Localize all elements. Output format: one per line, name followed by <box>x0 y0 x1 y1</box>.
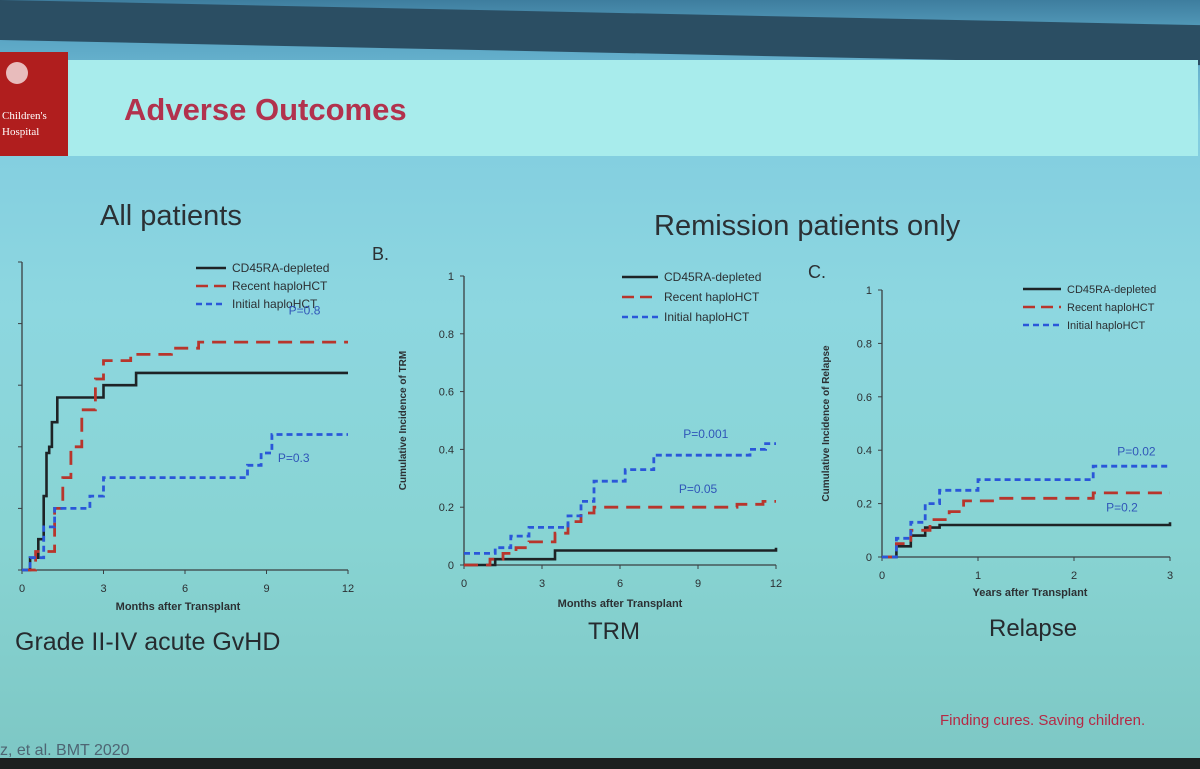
chart-a-x-tick-label: 6 <box>182 583 188 595</box>
panel-c-letter: C. <box>808 262 826 282</box>
child-silhouette-icon <box>6 62 28 84</box>
chart-c-series-0 <box>882 522 1172 559</box>
chart-c-y-tick-label: 1 <box>866 285 872 297</box>
chart-b-y-tick-label: 0.6 <box>439 387 454 399</box>
chart-a-legend-label-0: CD45RA-depleted <box>232 261 329 275</box>
subtitle-remission-patients: Remission patients only <box>654 210 961 242</box>
header-bar <box>68 60 1198 156</box>
chart-a-series-1 <box>22 340 348 572</box>
chart-a-legend-label-1: Recent haploHCT <box>232 279 328 293</box>
chart-b-annotation-1: P=0.05 <box>679 482 718 496</box>
chart-b-x-label: Months after Transplant <box>558 598 683 610</box>
chart-c-y-tick-label: 0.2 <box>857 499 872 511</box>
tagline: Finding cures. Saving children. <box>940 712 1146 729</box>
chart-b-y-tick-label: 0 <box>448 560 454 572</box>
chart-c-x-tick-label: 2 <box>1071 570 1077 582</box>
chart-b-legend-label-2: Initial haploHCT <box>664 310 750 324</box>
logo-line-2: Hospital <box>2 126 40 138</box>
citation: z, et al. BMT 2020 <box>0 742 130 759</box>
panel-c-label: Relapse <box>989 615 1078 642</box>
chart-c-x-tick-label: 3 <box>1167 570 1173 582</box>
chart-c-legend-label-2: Initial haploHCT <box>1067 320 1146 332</box>
slide-title: Adverse Outcomes <box>124 92 407 127</box>
chart-c-legend-label-1: Recent haploHCT <box>1067 302 1155 314</box>
chart-a-x-tick-label: 0 <box>19 583 25 595</box>
chart-b-y-tick-label: 0.2 <box>439 502 454 514</box>
chart-c-y-tick-label: 0.8 <box>857 338 872 350</box>
panel-b-label: TRM <box>588 618 640 645</box>
chart-b-y-tick-label: 0.8 <box>439 329 454 341</box>
chart-a-legend-label-2: Initial haploHCT <box>232 297 318 311</box>
chart-a-x-tick-label: 9 <box>263 583 269 595</box>
bottom-bar <box>0 758 1200 769</box>
chart-b-x-tick-label: 6 <box>617 578 623 590</box>
panel-b-letter: B. <box>372 244 390 264</box>
chart-b-series-2 <box>464 442 776 555</box>
subtitle-all-patients: All patients <box>100 200 242 232</box>
chart-c-y-label: Cumulative Incidence of Relapse <box>821 345 832 502</box>
chart-b-x-tick-label: 9 <box>695 578 701 590</box>
chart-c-y-tick-label: 0.4 <box>857 445 872 457</box>
chart-c-x-label: Years after Transplant <box>973 587 1088 599</box>
chart-c-x-tick-label: 0 <box>879 570 885 582</box>
chart-a-x-label: Months after Transplant <box>116 601 241 613</box>
chart-b-legend-label-1: Recent haploHCT <box>664 290 760 304</box>
chart-c-annotation-1: P=0.2 <box>1106 501 1138 515</box>
chart-b-y-tick-label: 1 <box>448 271 454 283</box>
chart-b-annotation-0: P=0.001 <box>683 427 728 441</box>
chart-b-x-tick-label: 3 <box>539 578 545 590</box>
chart-c-x-tick-label: 1 <box>975 570 981 582</box>
chart-b-y-tick-label: 0.4 <box>439 444 454 456</box>
chart-b-x-tick-label: 0 <box>461 578 467 590</box>
chart-a-series-0 <box>22 371 348 572</box>
chart-a-x-tick-label: 12 <box>342 583 354 595</box>
chart-b-x-tick-label: 12 <box>770 578 782 590</box>
chart-b-series-1 <box>464 500 776 567</box>
chart-c-series-1 <box>882 491 1170 559</box>
logo-line-1: Children's <box>2 110 47 122</box>
chart-c-annotation-0: P=0.02 <box>1117 445 1156 459</box>
chart-c-legend-label-0: CD45RA-depleted <box>1067 284 1156 296</box>
panel-a-label: Grade II-IV acute GvHD <box>15 628 281 656</box>
chart-c-y-tick-label: 0 <box>866 552 872 564</box>
chart-c-y-tick-label: 0.6 <box>857 392 872 404</box>
chart-b-legend-label-0: CD45RA-depleted <box>664 270 761 284</box>
chart-a-annotation-0: P=0.8 <box>289 303 321 317</box>
chart-a-x-tick-label: 3 <box>100 583 106 595</box>
chart-b-y-label: Cumulative Incidence of TRM <box>398 351 409 490</box>
chart-c-series-2 <box>882 464 1170 559</box>
chart-b-series-0 <box>464 547 778 567</box>
chart-a-annotation-1: P=0.3 <box>278 451 310 465</box>
chart-a-series-2 <box>22 433 348 572</box>
hospital-logo: Children's Hospital <box>0 52 68 156</box>
